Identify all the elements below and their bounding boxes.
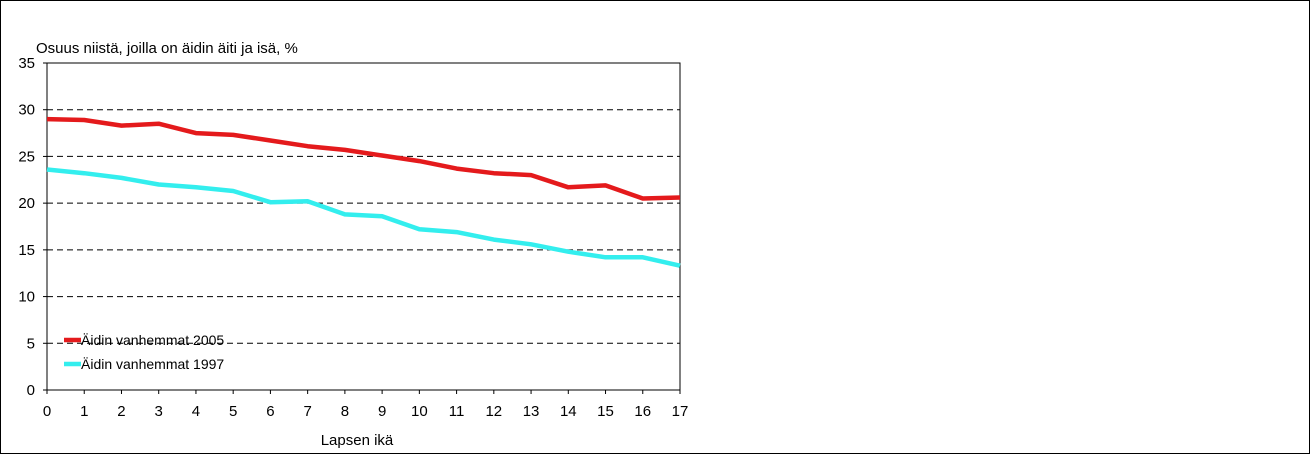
x-tick-label: 17 <box>672 403 689 420</box>
plot-area <box>46 62 681 391</box>
x-tick-label: 8 <box>341 403 349 420</box>
x-tick-label: 6 <box>266 403 274 420</box>
y-axis-title: Osuus niistä, joilla on äidin äiti ja is… <box>36 40 298 57</box>
y-tick-label: 5 <box>27 335 35 352</box>
x-tick-label: 15 <box>597 403 614 420</box>
y-tick-label: 35 <box>18 55 35 72</box>
series-lines <box>46 116 681 268</box>
x-tick-label: 1 <box>80 403 88 420</box>
x-tick-label: 14 <box>560 403 577 420</box>
y-tick-label: 0 <box>27 382 35 399</box>
legend-label: Äidin vanhemmat 1997 <box>81 356 224 372</box>
x-tick-label: 11 <box>449 403 465 420</box>
x-tick-label: 13 <box>523 403 540 420</box>
legend: Äidin vanhemmat 2005 Äidin vanhemmat 1997 <box>64 332 224 372</box>
x-tick-label: 4 <box>192 403 200 420</box>
x-tick-label: 7 <box>303 403 311 420</box>
x-tick-label: 9 <box>378 403 386 420</box>
x-tick-label: 0 <box>43 403 51 420</box>
x-tick-label: 12 <box>485 403 502 420</box>
x-tick-label: 16 <box>634 403 651 420</box>
y-tick-label: 10 <box>18 289 35 306</box>
x-tick-label: 10 <box>411 403 428 420</box>
y-tick-label: 25 <box>18 148 35 165</box>
series-line-2 <box>46 167 681 268</box>
y-axis: 0 5 10 15 20 25 30 35 <box>18 55 47 399</box>
y-tick-label: 30 <box>18 102 35 119</box>
series-line-1 <box>46 116 681 201</box>
x-tick-label: 3 <box>155 403 163 420</box>
y-tick-label: 20 <box>18 195 35 212</box>
x-axis: 0 1 2 3 4 5 6 7 8 9 10 11 12 13 14 15 16 17 <box>43 390 689 420</box>
y-tick-label: 15 <box>18 242 35 259</box>
gridlines <box>47 109 680 344</box>
x-tick-label: 5 <box>229 403 237 420</box>
legend-label: Äidin vanhemmat 2005 <box>81 332 224 348</box>
x-tick-label: 2 <box>117 403 125 420</box>
x-axis-title: Lapsen ikä <box>321 432 394 449</box>
